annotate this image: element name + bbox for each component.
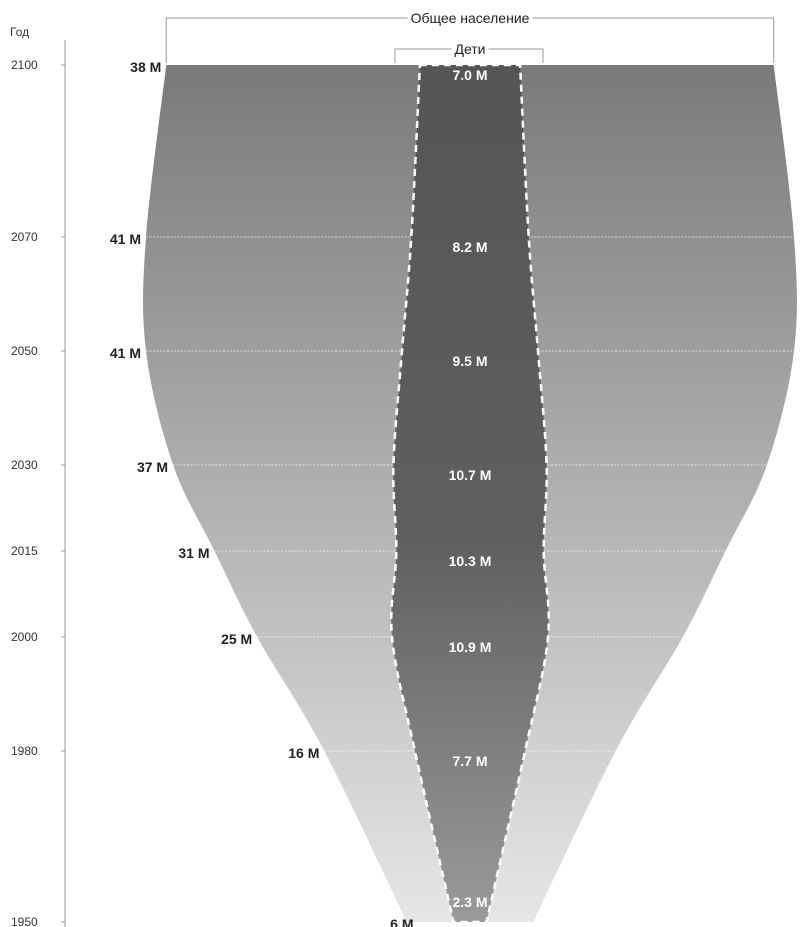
year-label-2070: 2070: [11, 230, 38, 244]
y-axis-title: Год: [10, 25, 29, 39]
children-label-2070: 8.2 M: [452, 239, 487, 255]
children-area: [389, 63, 551, 924]
total-label-2070: 41 M: [110, 231, 141, 247]
total-label-1950: 6 M: [390, 916, 413, 927]
total-population-legend: Общее население: [411, 10, 530, 26]
children-legend-backdrop: [451, 41, 489, 57]
total-legend-backdrop: [407, 10, 533, 26]
children-label-2030: 10.7 M: [449, 467, 492, 483]
children-legend: Дети: [454, 41, 485, 57]
children-label-2015: 10.3 M: [449, 553, 492, 569]
total-label-2100: 38 M: [130, 59, 161, 75]
children-label-2000: 10.9 M: [449, 639, 492, 655]
year-label-1950: 1950: [11, 915, 38, 927]
total-label-2015: 31 M: [178, 545, 209, 561]
year-label-2100: 2100: [11, 58, 38, 72]
children-label-1950: 2.3 M: [452, 894, 487, 910]
total-label-2000: 25 M: [221, 631, 252, 647]
children-label-2050: 9.5 M: [452, 353, 487, 369]
year-label-2030: 2030: [11, 458, 38, 472]
value-labels: 2100 38 M 7.0 M 2070 41 M 8.2 M 2050 41 M 9.5 M 2…: [11, 58, 491, 927]
year-label-2015: 2015: [11, 544, 38, 558]
children-label-1980: 7.7 M: [452, 753, 487, 769]
year-label-1980: 1980: [11, 744, 38, 758]
children-label-2100: 7.0 M: [452, 67, 487, 83]
total-label-2030: 37 M: [137, 459, 168, 475]
total-label-2050: 41 M: [110, 345, 141, 361]
total-label-1980: 16 M: [288, 745, 319, 761]
year-label-2000: 2000: [11, 630, 38, 644]
y-axis-ticks: [61, 64, 65, 923]
year-label-2050: 2050: [11, 344, 38, 358]
